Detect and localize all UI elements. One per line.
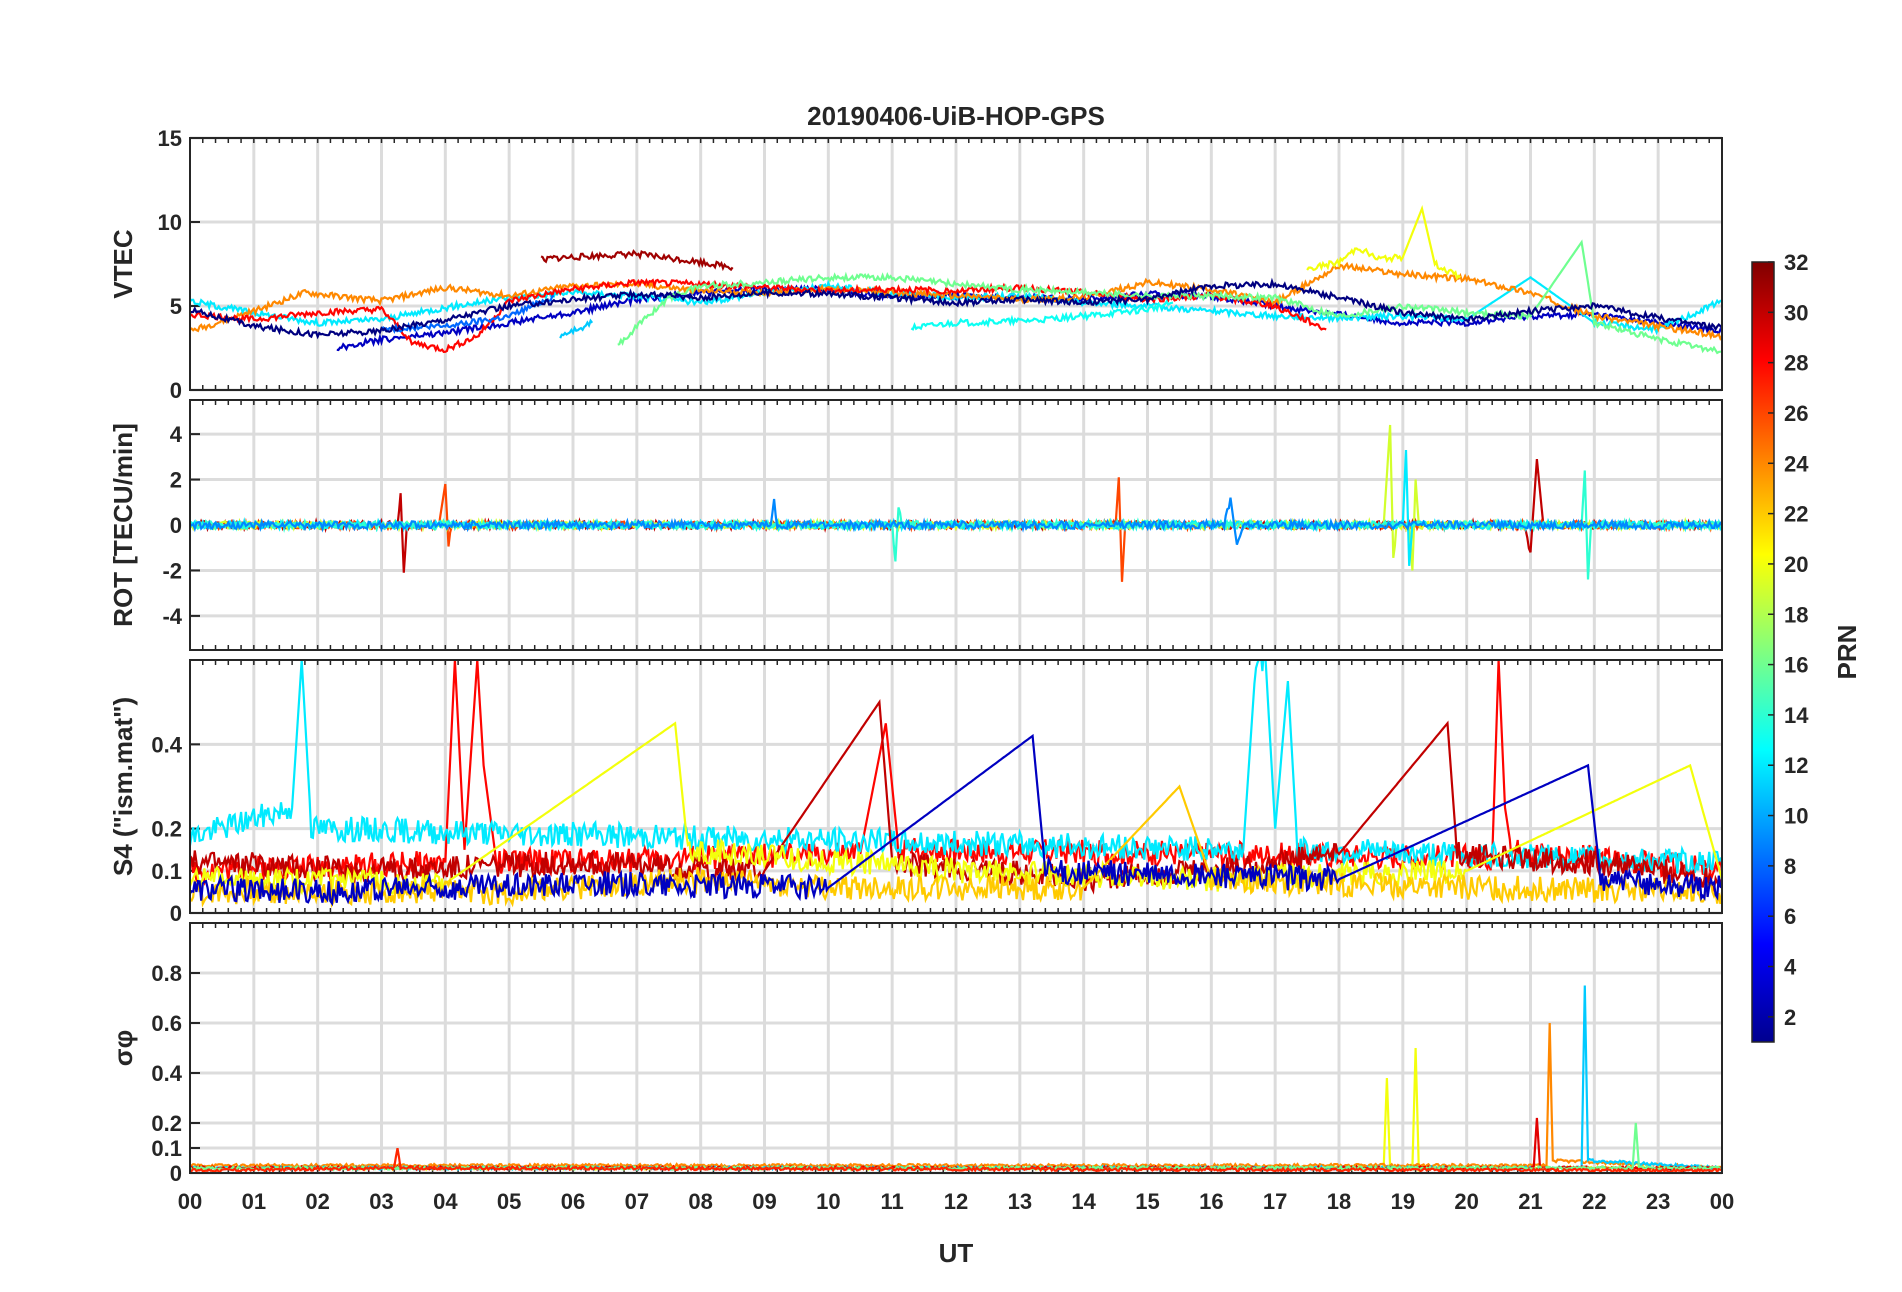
y-axis-label: S4 ("ism.mat") [108,697,138,876]
x-tick-label: 15 [1135,1189,1159,1214]
x-tick-label: 19 [1391,1189,1415,1214]
y-tick-label: 2 [170,468,182,493]
colorbar-tick-label: 20 [1784,552,1808,577]
y-tick-label: -2 [162,558,182,583]
y-axis-label: ROT [TECU/min] [108,423,138,627]
colorbar-gradient [1751,261,1775,1043]
y-axis-label: σφ [108,1030,138,1066]
series-group [190,424,1722,582]
panel-frame [189,922,1723,1174]
colorbar-tick-label: 14 [1784,703,1809,728]
x-tick-label: 14 [1071,1189,1096,1214]
y-tick-label: 0 [170,513,182,538]
x-axis-label: UT [939,1238,974,1268]
x-tick-label: 01 [242,1189,266,1214]
colorbar-tick-label: 8 [1784,854,1796,879]
series-line-prn-27 [190,1148,1722,1173]
x-tick-label: 09 [752,1189,776,1214]
x-tick-label: 05 [497,1189,521,1214]
colorbar-tick-label: 26 [1784,401,1808,426]
panel-frame [189,399,1723,651]
colorbar-tick-label: 22 [1784,502,1808,527]
y-tick-label: 0.4 [151,1061,182,1086]
colorbar-tick-label: 4 [1784,955,1797,980]
colorbar-tick-label: 10 [1784,804,1808,829]
x-tick-label: 08 [688,1189,712,1214]
panel-vtec: 0 5 10 15 VTEC [108,126,1723,403]
series-line-prn-28 [190,660,1722,886]
series-line-prn-9 [190,497,1722,545]
panel-sigma: 00.10.2 0.4 0.6 0.8 σφ [108,922,1723,1186]
panel-rot: -4 -2 0 2 4 ROT [TECU/min] [108,399,1723,651]
panel-frame [189,659,1723,914]
chart-title: 20190406-UiB-HOP-GPS [807,101,1105,131]
x-tick-label: 12 [944,1189,968,1214]
x-tick-label: 10 [816,1189,840,1214]
x-tick-label: 06 [561,1189,585,1214]
x-tick-label: 18 [1327,1189,1351,1214]
x-tick-label: 04 [433,1189,458,1214]
y-tick-label: 0.2 [151,817,182,842]
y-tick-label: 0.1 [151,859,182,884]
y-tick-label: 0.2 [151,1111,182,1136]
series-line-prn-13 [910,299,1174,331]
y-tick-label: 5 [170,294,182,319]
x-tick-label: 16 [1199,1189,1223,1214]
x-tick-label: 03 [369,1189,393,1214]
x-tick-label: 20 [1454,1189,1478,1214]
series-line-prn-24 [190,261,1722,341]
series-line-prn-22 [190,784,1722,909]
series-line-prn-3 [190,733,1722,907]
colorbar-tick-label: 32 [1784,250,1808,275]
x-tick-label: 02 [305,1189,329,1214]
colorbar-tick-label: 28 [1784,351,1808,376]
x-tick-label: 23 [1646,1189,1670,1214]
colorbar-tick-label: 2 [1784,1005,1796,1030]
series-line-prn-16 [617,239,1722,355]
colorbar-tick-label: 18 [1784,602,1808,627]
colorbar-tick-label: 16 [1784,653,1808,678]
series-line-prn-28 [190,278,1327,354]
x-tick-label: 13 [1008,1189,1032,1214]
x-tick-label: 22 [1582,1189,1606,1214]
y-tick-label: 0.8 [151,961,182,986]
series-group [190,660,1722,909]
colorbar-label: PRN [1832,625,1862,680]
x-tick-label: 00 [178,1189,202,1214]
y-tick-label: 0 [170,901,182,926]
colorbar-tick-label: 6 [1784,904,1796,929]
panel-s4: 0 0.1 0.2 0.4 S4 ("ism.mat") [108,659,1723,926]
series-line-prn-11 [559,318,594,339]
series-line-prn-20 [1306,204,1462,281]
series-line-prn-1 [190,277,1722,340]
series-group [190,985,1722,1173]
series-line-prn-31 [540,249,734,272]
y-tick-label: 0.4 [151,732,182,757]
y-tick-label: -4 [162,604,182,629]
x-tick-label: 21 [1518,1189,1542,1214]
x-tick-label: 11 [881,1189,904,1214]
y-tick-label: 10 [158,210,182,235]
colorbar-tick-label: 24 [1784,451,1809,476]
panel-frame [189,137,1723,391]
y-tick-label: 0 [170,1161,182,1186]
y-tick-label: 4 [170,422,183,447]
y-tick-label: 0.6 [151,1011,182,1036]
colorbar-tick-label: 12 [1784,753,1808,778]
colorbar-tick-label: 30 [1784,300,1808,325]
y-tick-label: 0 [170,378,182,403]
x-tick-label: 07 [625,1189,649,1214]
y-tick-label: 0.1 [151,1136,182,1161]
x-tick-label: 17 [1263,1189,1287,1214]
series-group [190,204,1722,355]
x-tick-label: 00 [1710,1189,1734,1214]
y-axis-label: VTEC [108,229,138,299]
y-tick-label: 15 [158,126,182,151]
